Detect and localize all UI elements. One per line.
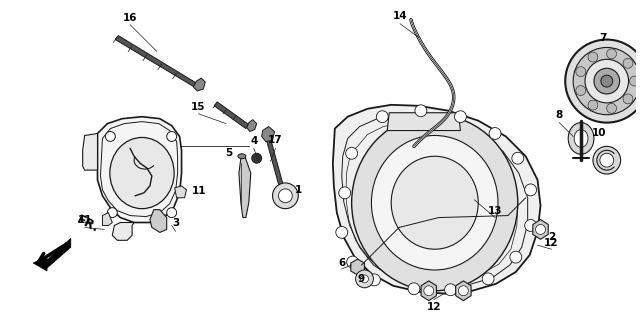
Circle shape — [339, 187, 351, 199]
Circle shape — [346, 147, 358, 159]
Circle shape — [415, 105, 427, 117]
Ellipse shape — [110, 138, 174, 209]
Circle shape — [623, 58, 633, 68]
Polygon shape — [33, 256, 47, 271]
Polygon shape — [456, 281, 471, 301]
Circle shape — [593, 146, 621, 174]
Circle shape — [623, 94, 633, 104]
Polygon shape — [262, 127, 275, 141]
Circle shape — [576, 85, 586, 95]
Polygon shape — [387, 113, 460, 130]
Circle shape — [565, 40, 640, 123]
Polygon shape — [533, 220, 548, 239]
Text: 9: 9 — [358, 274, 365, 284]
Circle shape — [424, 286, 434, 296]
Circle shape — [347, 256, 358, 268]
Circle shape — [588, 52, 598, 62]
Polygon shape — [264, 132, 285, 195]
Text: 11: 11 — [192, 186, 207, 196]
Circle shape — [525, 184, 536, 196]
Circle shape — [525, 220, 536, 232]
Ellipse shape — [574, 129, 588, 147]
Text: 14: 14 — [393, 11, 408, 21]
Circle shape — [536, 224, 545, 234]
Circle shape — [489, 128, 501, 139]
Circle shape — [336, 227, 348, 238]
Text: 3: 3 — [172, 218, 179, 228]
Circle shape — [585, 59, 628, 103]
Circle shape — [512, 152, 524, 164]
Text: 8: 8 — [556, 110, 563, 120]
Polygon shape — [463, 190, 483, 206]
Circle shape — [458, 286, 468, 296]
Circle shape — [278, 189, 292, 203]
Circle shape — [454, 111, 467, 123]
Text: 17: 17 — [268, 135, 283, 145]
Polygon shape — [351, 259, 364, 275]
Circle shape — [588, 100, 598, 110]
Ellipse shape — [351, 115, 518, 291]
Polygon shape — [115, 36, 196, 87]
Text: 13: 13 — [488, 206, 502, 216]
Text: FR.: FR. — [75, 213, 101, 235]
Polygon shape — [333, 105, 541, 294]
Circle shape — [166, 132, 177, 141]
Circle shape — [408, 142, 420, 154]
Polygon shape — [150, 210, 166, 232]
Circle shape — [369, 274, 380, 286]
Polygon shape — [102, 212, 113, 226]
Circle shape — [166, 208, 177, 217]
Polygon shape — [421, 281, 436, 301]
Polygon shape — [239, 156, 251, 217]
Polygon shape — [247, 120, 257, 132]
Polygon shape — [175, 186, 186, 198]
Polygon shape — [47, 238, 71, 268]
Circle shape — [106, 132, 115, 141]
Text: 16: 16 — [123, 13, 138, 23]
Text: 2: 2 — [548, 232, 555, 242]
Circle shape — [573, 47, 640, 115]
Ellipse shape — [238, 154, 246, 159]
Text: 1: 1 — [294, 185, 302, 195]
Text: 12: 12 — [544, 238, 559, 248]
Text: 4: 4 — [250, 136, 257, 146]
Circle shape — [482, 273, 494, 285]
Polygon shape — [83, 134, 97, 170]
Circle shape — [630, 76, 639, 86]
Ellipse shape — [391, 156, 478, 249]
Circle shape — [510, 251, 522, 263]
Text: 7: 7 — [599, 32, 607, 42]
Circle shape — [252, 153, 262, 163]
Circle shape — [273, 183, 298, 209]
Circle shape — [360, 275, 369, 283]
Circle shape — [108, 208, 117, 217]
Polygon shape — [193, 78, 205, 91]
Circle shape — [408, 283, 420, 295]
Text: 5: 5 — [225, 148, 233, 158]
Ellipse shape — [568, 123, 594, 154]
Circle shape — [607, 103, 616, 113]
Text: 10: 10 — [591, 128, 606, 138]
Polygon shape — [214, 102, 249, 129]
Circle shape — [445, 284, 456, 296]
Text: 12: 12 — [426, 302, 441, 312]
Circle shape — [576, 67, 586, 76]
Circle shape — [607, 49, 616, 59]
Text: 15: 15 — [191, 102, 205, 112]
Circle shape — [356, 270, 373, 288]
Text: 6: 6 — [338, 258, 346, 268]
Polygon shape — [113, 222, 134, 240]
Circle shape — [376, 111, 388, 123]
Ellipse shape — [371, 135, 498, 270]
Polygon shape — [97, 117, 182, 222]
Circle shape — [594, 68, 620, 94]
Circle shape — [601, 75, 612, 87]
Text: 11: 11 — [77, 215, 92, 225]
Circle shape — [600, 153, 614, 167]
